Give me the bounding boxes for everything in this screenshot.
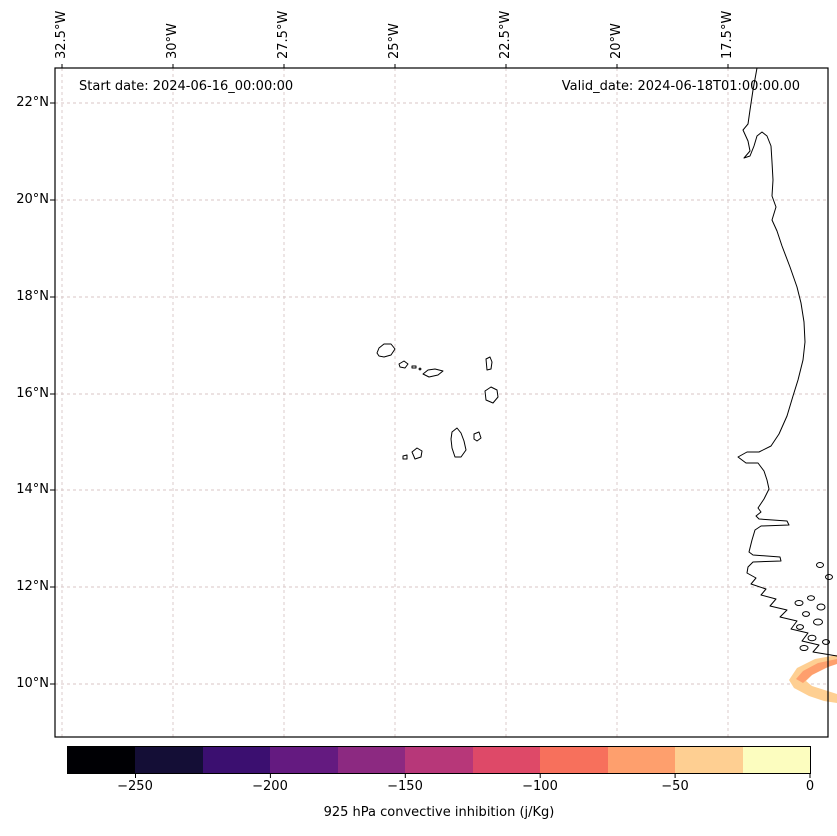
y-tick-label: 12°N bbox=[16, 579, 49, 594]
gridlines bbox=[55, 68, 828, 737]
y-tick-label: 20°N bbox=[16, 192, 49, 207]
colorbar-tick-label: −100 bbox=[522, 779, 558, 794]
axis-ticks bbox=[50, 64, 729, 685]
colorbar-tick-label: −250 bbox=[117, 779, 153, 794]
colorbar-tick-label: −200 bbox=[252, 779, 288, 794]
x-tick-label: 20°W bbox=[609, 23, 624, 59]
y-tick-label: 10°N bbox=[16, 676, 49, 691]
y-tick-label: 16°N bbox=[16, 386, 49, 401]
colorbar-segment bbox=[540, 747, 608, 773]
x-tick-label: 30°W bbox=[165, 23, 180, 59]
colorbar-ticks bbox=[135, 774, 811, 778]
coastline bbox=[737, 67, 837, 657]
y-tick-label: 18°N bbox=[16, 289, 49, 304]
colorbar-segment bbox=[202, 747, 271, 773]
cin-contour-dark bbox=[796, 659, 837, 683]
x-tick-label: 17.5°W bbox=[720, 10, 735, 59]
colorbar-segment bbox=[337, 747, 406, 773]
colorbar-tick-label: −150 bbox=[387, 779, 423, 794]
y-tick-label: 22°N bbox=[16, 95, 49, 110]
x-tick-label: 32.5°W bbox=[54, 10, 69, 59]
colorbar-segment bbox=[135, 747, 203, 773]
colorbar-segment bbox=[607, 747, 676, 773]
start-date-label: Start date: 2024-06-16_00:00:00 bbox=[79, 79, 294, 94]
colorbar-tick-label: 0 bbox=[805, 779, 815, 794]
y-tick-label: 14°N bbox=[16, 482, 49, 497]
cape-verde-islands bbox=[376, 343, 499, 460]
colorbar-segment bbox=[675, 747, 743, 773]
colorbar-segment bbox=[742, 747, 810, 773]
plot-frame bbox=[54, 67, 829, 738]
colorbar-label: 925 hPa convective inhibition (j/Kg) bbox=[323, 805, 555, 820]
colorbar-tick-label: −50 bbox=[661, 779, 689, 794]
x-tick-label: 22.5°W bbox=[498, 10, 513, 59]
colorbar-segment bbox=[405, 747, 473, 773]
colorbar-segment bbox=[270, 747, 338, 773]
cin-contour-region bbox=[789, 655, 837, 703]
valid-date-label: Valid_date: 2024-06-18T01:00:00.00 bbox=[561, 79, 800, 94]
x-tick-label: 27.5°W bbox=[276, 10, 291, 59]
colorbar-swatches bbox=[68, 747, 810, 773]
colorbar-segment bbox=[68, 747, 136, 773]
coastal-islands bbox=[794, 562, 833, 651]
colorbar bbox=[67, 746, 811, 774]
colorbar-segment bbox=[472, 747, 541, 773]
x-tick-label: 25°W bbox=[387, 23, 402, 59]
